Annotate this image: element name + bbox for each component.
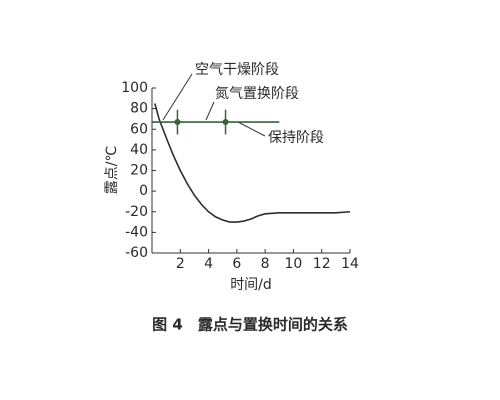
line <box>154 103 351 223</box>
point <box>222 119 229 126</box>
annotation: 氮气置换阶段 <box>215 85 299 102</box>
x-tick-label: 12 <box>313 256 331 272</box>
y-tick-label: 40 <box>130 142 148 158</box>
y-tick-label: 100 <box>121 80 148 96</box>
y-tick-label: -20 <box>125 204 148 220</box>
x-axis-label: 时间/d <box>230 277 272 293</box>
y-tick-label: 60 <box>130 121 148 137</box>
x-tick-label: 6 <box>232 256 241 272</box>
point <box>174 119 181 126</box>
x-tick-label: 4 <box>204 256 213 272</box>
y-tick-label: -40 <box>125 224 148 240</box>
leader-line <box>237 121 266 137</box>
x-tick-label: 10 <box>285 256 303 272</box>
leader-line <box>162 73 193 121</box>
x-tick-label: 14 <box>341 256 359 272</box>
y-tick-label: 0 <box>139 183 148 199</box>
y-tick-label: -60 <box>125 245 148 261</box>
x-tick-label: 8 <box>261 256 270 272</box>
y-tick-label: 20 <box>130 163 148 179</box>
x-tick-label: 2 <box>176 256 185 272</box>
annotation: 空气干燥阶段 <box>195 62 279 78</box>
caption: 图 4 露点与置换时间的关系 <box>152 316 348 334</box>
y-tick-label: 80 <box>130 101 148 117</box>
annotation: 保持阶段 <box>268 130 324 146</box>
leader-line <box>205 101 215 121</box>
y-axis-label: 露点/℃ <box>104 146 120 194</box>
